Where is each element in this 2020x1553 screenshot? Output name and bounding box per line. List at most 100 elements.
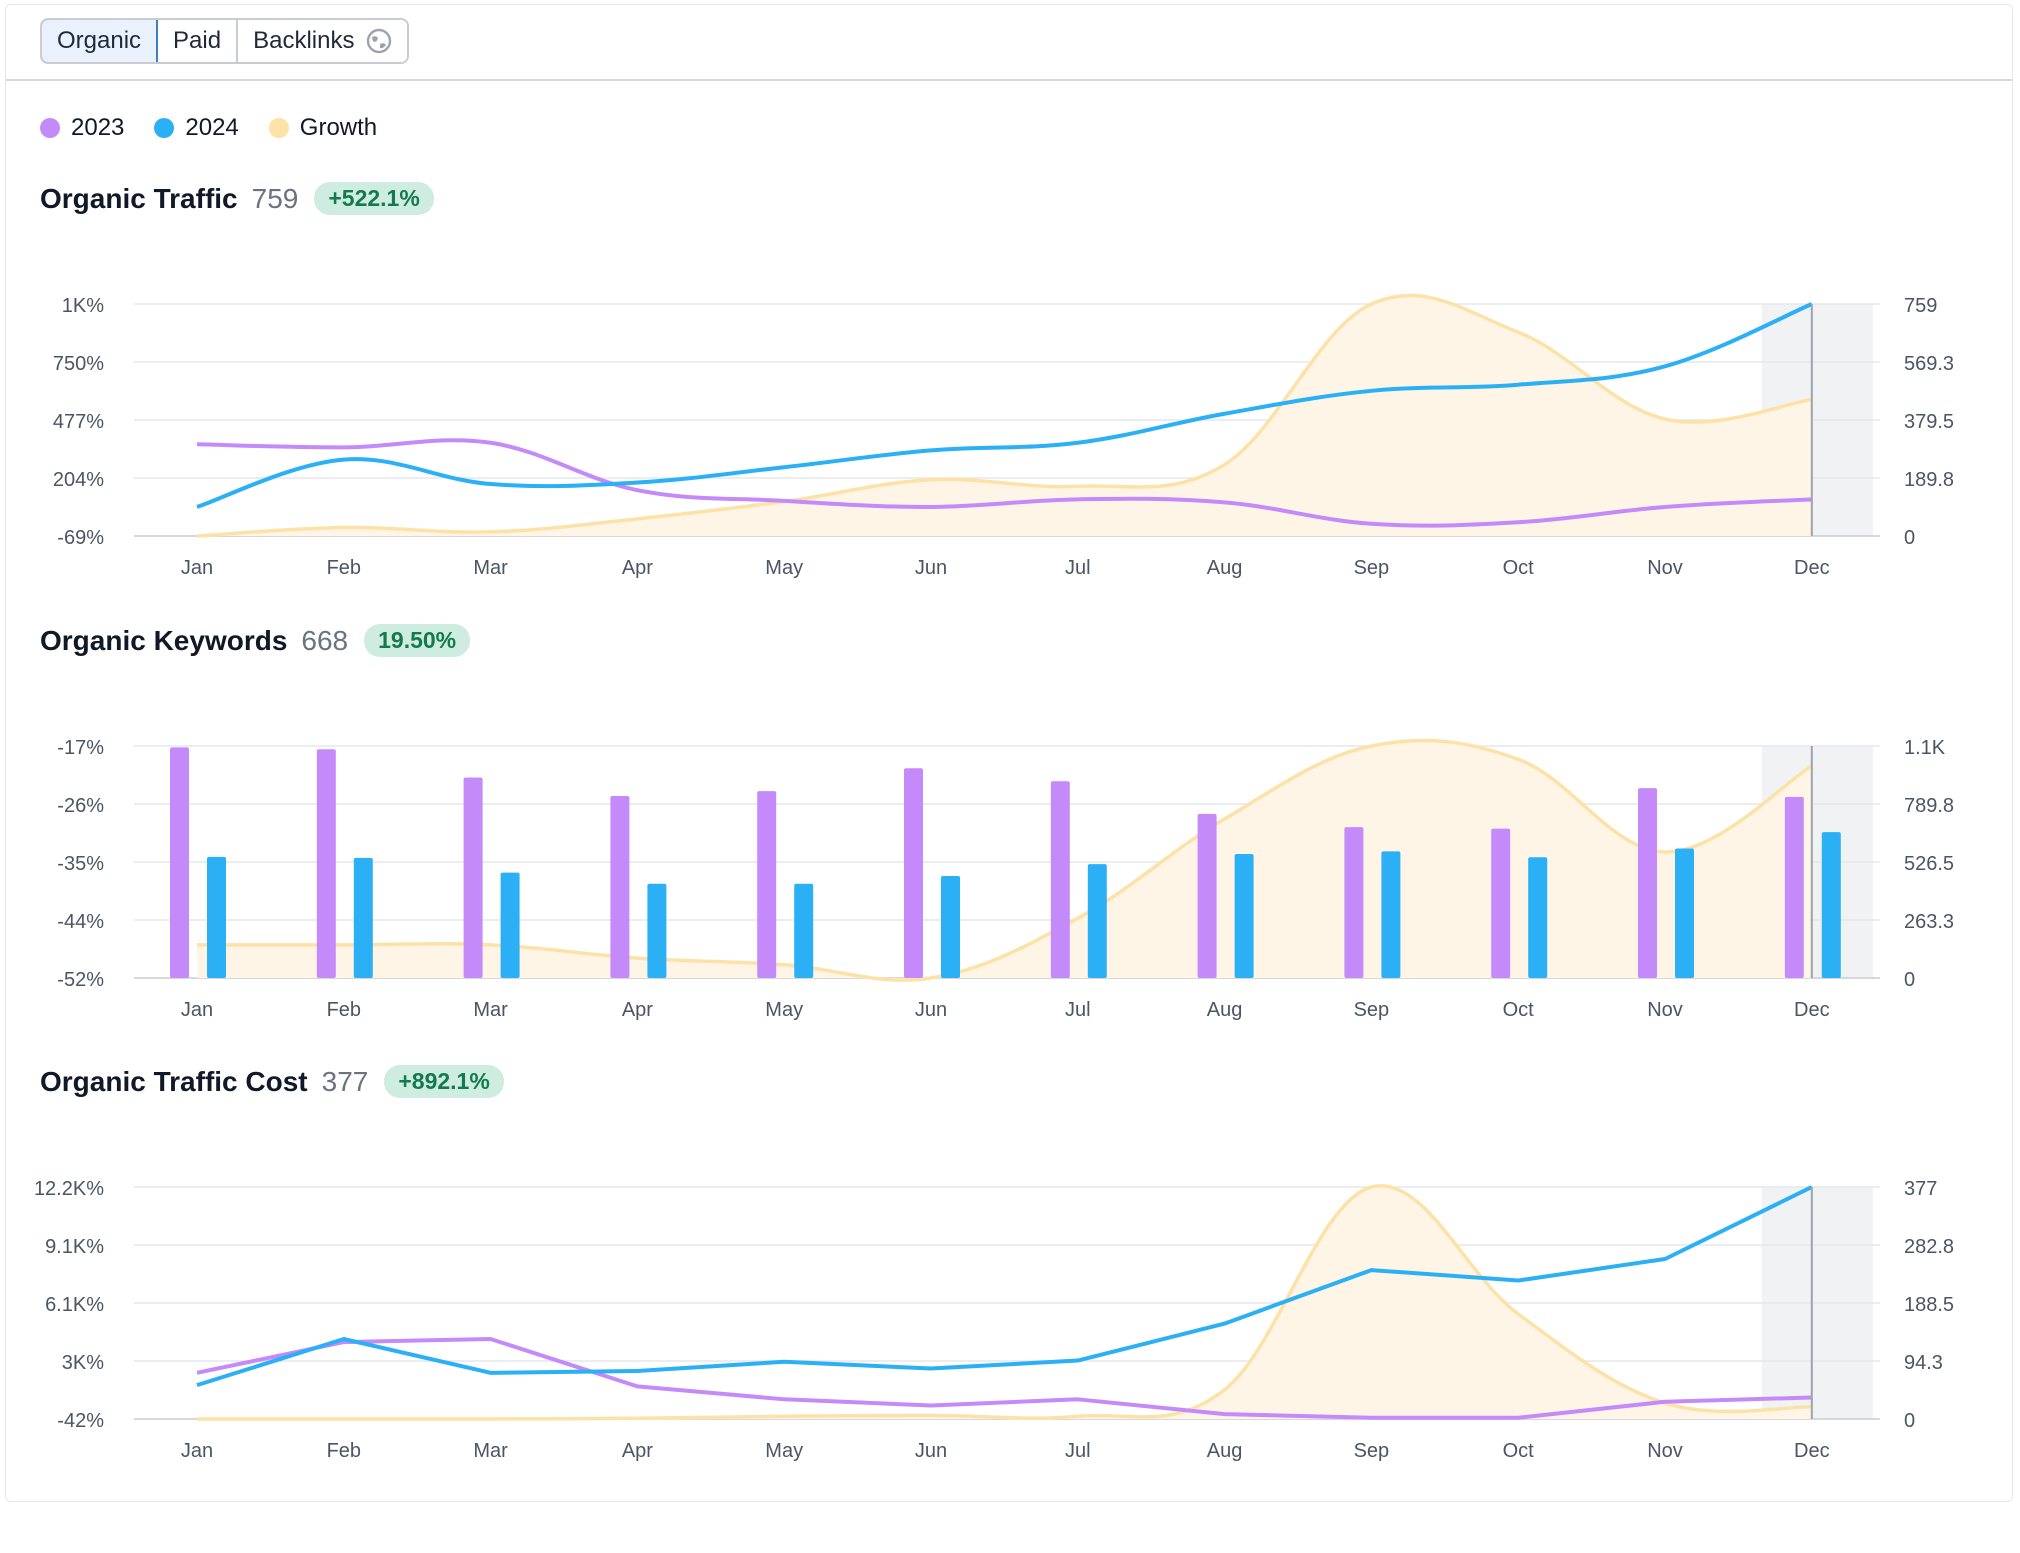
x-axis-tick: Dec	[1794, 1440, 1830, 1462]
bar-2023	[1050, 781, 1070, 978]
legend-item-2024[interactable]: 2024	[154, 114, 239, 142]
left-axis-tick: -42%	[57, 1410, 104, 1432]
x-axis-tick: Aug	[1207, 1440, 1243, 1462]
left-axis-tick: 6.1K%	[45, 1294, 104, 1316]
left-axis-tick: 1K%	[62, 295, 104, 317]
keywords-chart[interactable]: -17% 1.1K -26% 789.8 -35% 526.5 -44% 263.3 -52% 0…	[0, 712, 2020, 1112]
bar-2024	[1821, 832, 1841, 978]
bar-2023	[757, 791, 777, 978]
cost-chart[interactable]: 12.2K% 377 9.1K% 282.8 6.1K% 188.5 3K% 94.3 -42%…	[0, 1153, 2020, 1553]
traffic-growth-badge: +522.1%	[314, 182, 434, 215]
growth-area	[197, 295, 1812, 536]
bar-2023	[1638, 788, 1657, 978]
right-axis-tick: 263.3	[1904, 911, 1954, 933]
right-axis-tick: 189.8	[1904, 469, 1954, 491]
bar-2023	[463, 777, 483, 978]
left-axis-tick: -44%	[57, 911, 104, 933]
x-axis-tick: Jun	[915, 999, 947, 1021]
x-axis-tick: Nov	[1647, 999, 1683, 1021]
chart-legend: 2023 2024 Growth	[40, 114, 407, 142]
channel-tabs: Organic Paid Backlinks	[40, 18, 410, 64]
tab-backlinks[interactable]: Backlinks	[238, 20, 408, 62]
bar-2023	[1197, 813, 1217, 978]
bar-2023	[1491, 828, 1511, 978]
x-axis-tick: Mar	[473, 1440, 508, 1462]
bar-2024	[353, 857, 373, 978]
bar-2024	[1528, 857, 1548, 978]
x-axis-tick: Mar	[473, 999, 508, 1021]
globe-icon	[367, 28, 392, 54]
series-line-2024	[196, 302, 1813, 509]
right-axis-tick: 188.5	[1904, 1294, 1954, 1316]
right-axis-tick: 526.5	[1904, 853, 1954, 875]
series-line-2024	[196, 1185, 1813, 1388]
x-axis-tick: Aug	[1207, 557, 1243, 579]
traffic-value: 759	[251, 182, 299, 214]
tab-paid[interactable]: Paid	[158, 20, 239, 62]
growth-area	[197, 1185, 1812, 1420]
legend-item-2023[interactable]: 2023	[40, 114, 124, 142]
x-axis-tick: Jun	[915, 1440, 947, 1462]
growth-line	[196, 293, 1813, 538]
keywords-header: Organic Keywords 668 19.50%	[40, 624, 471, 657]
legend-dot-2024	[154, 118, 175, 138]
right-axis-tick: 94.3	[1904, 1352, 1943, 1374]
legend-label-2023: 2023	[71, 114, 125, 141]
x-axis-tick: Jun	[915, 557, 947, 579]
bar-2024	[207, 856, 226, 978]
x-axis-tick: Sep	[1354, 999, 1390, 1021]
x-axis-tick: Jul	[1065, 557, 1091, 579]
keywords-title: Organic Keywords	[40, 624, 288, 656]
bar-2024	[500, 872, 520, 978]
series-line-2023	[196, 1337, 1812, 1420]
series-line-2023	[196, 438, 1812, 528]
bar-2023	[316, 749, 336, 978]
left-axis-tick: -35%	[57, 853, 104, 875]
legend-dot-growth	[268, 118, 289, 138]
cost-growth-badge: +892.1%	[384, 1065, 504, 1098]
traffic-chart[interactable]: 1K% 759 750% 569.3 477% 379.5 204% 189.8 -69% 0 Ja…	[0, 270, 2020, 670]
bar-2024	[1381, 851, 1401, 978]
legend-item-growth[interactable]: Growth	[268, 114, 377, 142]
right-axis-tick: 0	[1904, 527, 1915, 549]
left-axis-tick: 750%	[53, 353, 104, 375]
x-axis-tick: Nov	[1647, 1440, 1683, 1462]
tab-organic-label: Organic	[57, 27, 142, 54]
tab-paid-label: Paid	[173, 27, 222, 54]
x-axis-tick: Dec	[1794, 999, 1830, 1021]
x-axis-tick: May	[765, 1440, 803, 1462]
left-axis-tick: 477%	[53, 411, 104, 433]
right-axis-tick: 569.3	[1904, 353, 1954, 375]
x-axis-tick: Oct	[1503, 999, 1535, 1021]
x-axis-tick: Sep	[1354, 557, 1390, 579]
x-axis-tick: Apr	[622, 999, 653, 1021]
x-axis-tick: May	[765, 999, 803, 1021]
bar-2023	[1784, 796, 1804, 978]
right-axis-tick: 1.1K	[1904, 737, 1946, 759]
left-axis-tick: 204%	[53, 469, 104, 491]
right-axis-tick: 377	[1904, 1178, 1937, 1200]
x-axis-tick: Aug	[1207, 999, 1243, 1021]
right-axis-tick: 0	[1904, 1410, 1915, 1432]
x-axis-tick: Feb	[327, 999, 361, 1021]
cost-title: Organic Traffic Cost	[40, 1065, 308, 1097]
right-axis-tick: 759	[1904, 295, 1937, 317]
left-axis-tick: 9.1K%	[45, 1236, 104, 1258]
right-axis-tick: 0	[1904, 969, 1915, 991]
legend-dot-2023	[40, 118, 60, 138]
traffic-title: Organic Traffic	[40, 182, 238, 214]
left-axis-tick: 12.2K%	[34, 1178, 104, 1200]
tab-organic[interactable]: Organic	[42, 20, 159, 62]
right-axis-tick: 379.5	[1904, 411, 1954, 433]
x-axis-tick: Oct	[1503, 557, 1535, 579]
bar-2023	[1344, 827, 1364, 978]
x-axis-tick: May	[765, 557, 803, 579]
bar-2024	[1675, 848, 1694, 978]
bar-2024	[1087, 864, 1107, 978]
bar-2024	[941, 875, 960, 978]
bar-2023	[170, 747, 189, 978]
x-axis-tick: Nov	[1647, 557, 1683, 579]
legend-label-2024: 2024	[185, 114, 239, 141]
x-axis-tick: Feb	[327, 557, 361, 579]
x-axis-tick: Jan	[181, 999, 213, 1021]
